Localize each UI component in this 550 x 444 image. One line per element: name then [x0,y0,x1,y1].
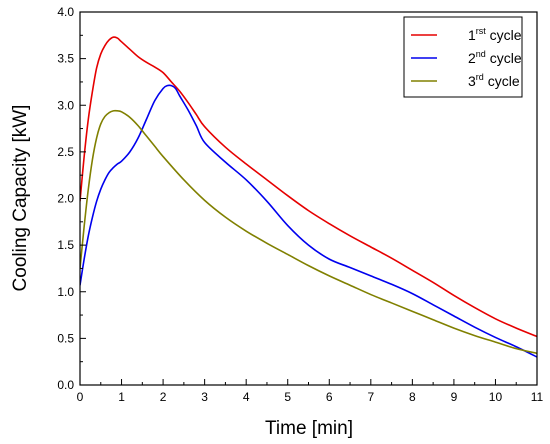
axes-layer: 0 1 2 3 4 5 6 7 8 9 10 11 0.0 0.5 1.0 1.5 2.0 2.5 3.0 3.5 4.… [57,5,543,404]
x-tick-label: 5 [284,390,291,404]
y-tick-label: 2.0 [57,192,74,206]
x-tick-label: 8 [409,390,416,404]
y-tick-label: 1.0 [57,285,74,299]
x-tick-label: 1 [118,390,125,404]
x-tick-label: 4 [243,390,250,404]
legend-label-3: 3rd cycle [468,72,520,89]
series-line-1 [80,36,537,338]
y-tick-label: 4.0 [57,5,74,19]
legend-box [403,16,523,98]
series-line-2 [80,84,537,358]
series-group [80,36,537,358]
x-tick-label: 0 [77,390,84,404]
legend-label-2: 2nd cycle [468,49,522,66]
y-tick-label: 3.0 [57,98,74,112]
y-tick-label: 0.5 [57,331,74,345]
x-tick-label: 3 [201,390,208,404]
x-tick-label: 7 [367,390,374,404]
x-tick-label: 6 [326,390,333,404]
x-tick-label: 10 [489,390,503,404]
y-tick-label: 1.5 [57,238,74,252]
plot-layer [80,36,537,358]
y-tick-label: 3.5 [57,52,74,66]
y-axis-title: Cooling Capacity [kW] [10,105,31,292]
x-axis-title: Time [min] [265,418,353,439]
y-tick-label: 2.5 [57,145,74,159]
x-tick-label: 2 [160,390,167,404]
x-tick-label: 9 [451,390,458,404]
legend: 1rst cycle 2nd cycle 3rd cycle [403,16,523,98]
series-line-3 [80,109,537,355]
legend-label-1: 1rst cycle [468,26,522,43]
x-tick-label: 11 [531,390,544,404]
y-tick-label: 0.0 [57,378,74,392]
